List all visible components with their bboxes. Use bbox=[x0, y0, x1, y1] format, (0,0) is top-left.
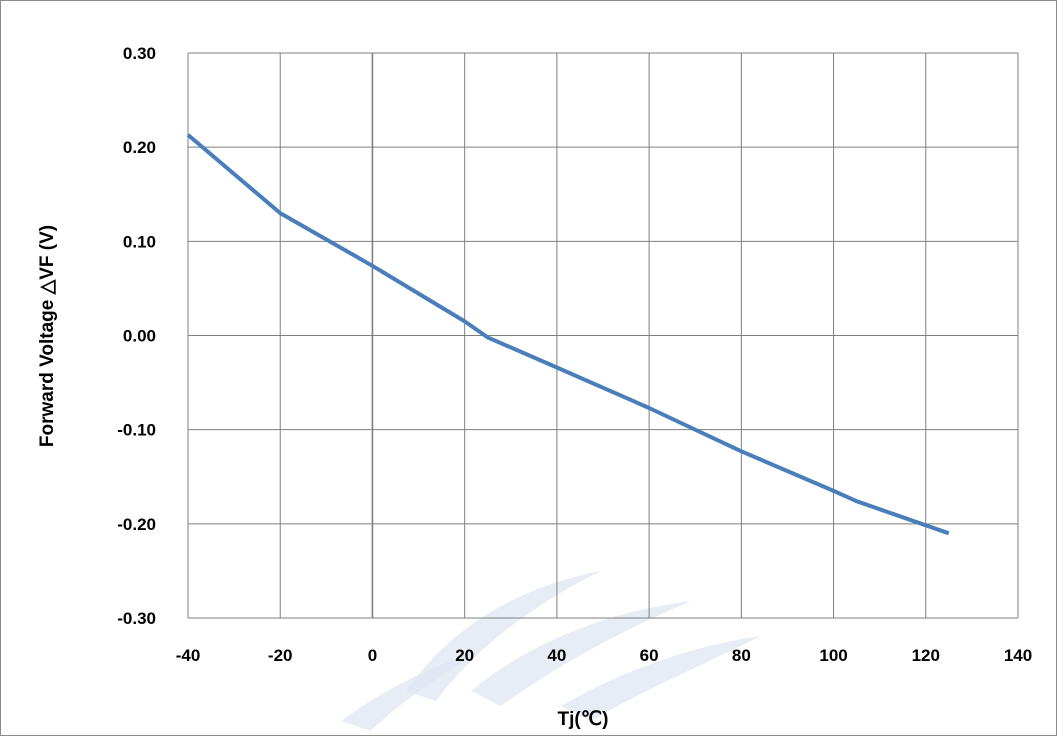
x-tick-label: 40 bbox=[547, 646, 566, 665]
x-axis-ticks: -40 -20 0 20 40 60 80 100 120 140 bbox=[176, 646, 1032, 665]
watermark-swoosh-0 bbox=[406, 571, 601, 701]
watermark-swoosh-3 bbox=[341, 651, 481, 731]
x-tick-label: 120 bbox=[912, 646, 940, 665]
y-axis-ticks: 0.30 0.20 0.10 0.00 -0.10 -0.20 -0.30 bbox=[117, 44, 156, 628]
x-tick-label: 80 bbox=[732, 646, 751, 665]
y-tick-label: 0.10 bbox=[123, 232, 156, 251]
x-tick-label: 100 bbox=[819, 646, 847, 665]
y-tick-label: -0.30 bbox=[117, 609, 156, 628]
y-tick-label: 0.00 bbox=[123, 327, 156, 346]
series-layer bbox=[186, 133, 950, 536]
y-axis-title: Forward Voltage △VF (V) bbox=[37, 225, 58, 447]
chart-grid bbox=[187, 52, 1019, 619]
y-tick-label: 0.30 bbox=[123, 44, 156, 63]
x-tick-label: -40 bbox=[176, 646, 201, 665]
x-tick-label: 140 bbox=[1004, 646, 1032, 665]
watermark-swoosh-1 bbox=[471, 601, 691, 706]
y-tick-label: 0.20 bbox=[123, 138, 156, 157]
y-tick-label: -0.20 bbox=[117, 515, 156, 534]
watermark-logo bbox=[341, 571, 761, 731]
x-tick-label: 0 bbox=[368, 646, 377, 665]
x-tick-label: 60 bbox=[640, 646, 659, 665]
x-axis-title: Tj(℃) bbox=[558, 709, 609, 730]
x-tick-label: -20 bbox=[268, 646, 293, 665]
y-tick-label: -0.10 bbox=[117, 421, 156, 440]
series-line bbox=[186, 133, 950, 536]
x-tick-label: 20 bbox=[455, 646, 474, 665]
watermark-swoosh-2 bbox=[561, 636, 761, 721]
